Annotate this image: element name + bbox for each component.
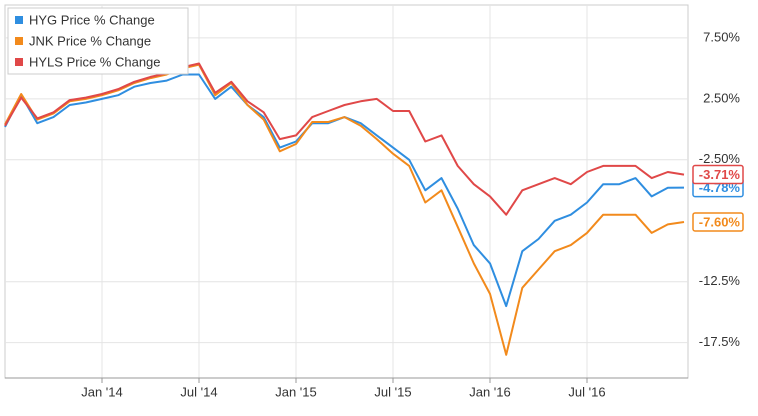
x-tick-label: Jul '15: [374, 384, 411, 399]
x-tick-label: Jan '14: [81, 384, 123, 399]
x-tick-label: Jul '16: [568, 384, 605, 399]
y-tick-label: -12.5%: [699, 273, 741, 288]
legend-swatch: [15, 37, 23, 45]
series-line: [4, 63, 685, 356]
x-tick-label: Jan '16: [469, 384, 511, 399]
value-label: -7.60%: [699, 214, 741, 229]
legend-box: [7, 7, 189, 75]
x-tick-label: Jan '15: [275, 384, 317, 399]
series-line: [4, 62, 685, 216]
legend-swatch: [15, 58, 23, 66]
legend: HYG Price % Change JNK Price % Change HYLS…: [7, 7, 189, 75]
legend-label: HYLS Price % Change: [29, 54, 161, 69]
y-tick-label: -17.5%: [699, 334, 741, 349]
y-tick-label: -2.50%: [699, 151, 741, 166]
value-label-box: [692, 212, 744, 232]
x-tick-label: Jul '14: [180, 384, 217, 399]
value-label-box: [692, 164, 744, 185]
y-tick-label: 2.50%: [703, 90, 740, 105]
y-tick-label: 7.50%: [703, 29, 740, 44]
legend-swatch: [15, 16, 23, 24]
legend-label: JNK Price % Change: [29, 33, 151, 48]
legend-label: HYG Price % Change: [29, 12, 155, 27]
value-label: -3.71%: [699, 167, 741, 182]
